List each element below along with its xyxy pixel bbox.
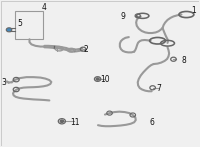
Text: 5: 5 bbox=[17, 19, 22, 28]
Text: 7: 7 bbox=[156, 84, 161, 93]
Text: 10: 10 bbox=[100, 75, 110, 84]
Text: 1: 1 bbox=[191, 6, 196, 15]
Text: 6: 6 bbox=[149, 118, 154, 127]
Circle shape bbox=[96, 78, 99, 80]
Text: 3: 3 bbox=[2, 78, 7, 87]
Text: 2: 2 bbox=[84, 45, 88, 54]
Text: 4: 4 bbox=[42, 3, 47, 12]
Text: 8: 8 bbox=[181, 56, 186, 65]
Circle shape bbox=[6, 28, 12, 32]
Circle shape bbox=[60, 120, 64, 123]
Bar bbox=[15, 11, 43, 39]
Text: 9: 9 bbox=[120, 12, 125, 21]
Text: 11: 11 bbox=[70, 118, 80, 127]
